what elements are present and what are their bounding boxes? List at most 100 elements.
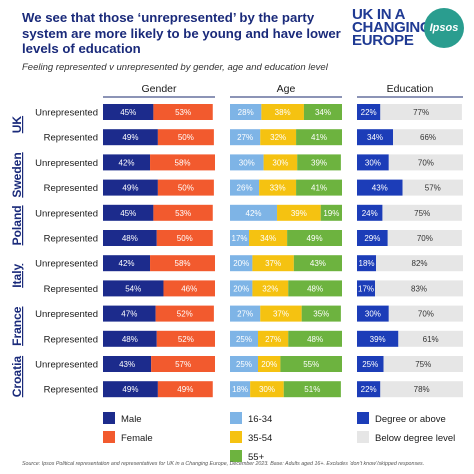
gender-bar-segment <box>103 280 164 297</box>
gender-value-label: 53% <box>175 209 191 218</box>
age-bar-segment <box>280 356 342 372</box>
age-bar-segment <box>258 330 289 347</box>
education-value-label: 39% <box>370 335 386 344</box>
education-value-label: 43% <box>372 184 388 193</box>
age-value-label: 43% <box>310 259 326 268</box>
gender-value-label: 58% <box>175 158 191 167</box>
legend-degree-label: Degree or above <box>375 414 446 425</box>
country-label: Poland <box>10 205 24 245</box>
age-value-label: 41% <box>311 184 327 193</box>
age-bar-segment <box>230 356 258 372</box>
row-label: Unrepresented <box>35 309 98 320</box>
age-bar-segment <box>230 255 253 272</box>
education-value-label: 30% <box>365 310 381 319</box>
age-value-label: 42% <box>246 209 262 218</box>
education-bar-segment <box>376 255 463 272</box>
age-bar-segment <box>230 129 261 146</box>
gender-value-label: 57% <box>175 360 191 369</box>
education-bar-segment <box>375 280 463 297</box>
age-bar-segment <box>320 204 342 221</box>
row-label: Unrepresented <box>35 208 98 219</box>
gender-bar-segment <box>156 230 213 246</box>
age-value-label: 32% <box>270 133 286 142</box>
chart-subtitle: Feeling represented v unrepresented by g… <box>22 62 328 73</box>
legend-female-swatch <box>103 431 115 443</box>
age-value-label: 32% <box>262 284 278 293</box>
age-value-label: 19% <box>323 209 339 218</box>
education-value-label: 75% <box>415 360 431 369</box>
education-value-label: 29% <box>364 234 380 243</box>
gender-value-label: 49% <box>122 385 138 394</box>
gender-value-label: 47% <box>121 310 137 319</box>
education-bar-segment <box>380 381 463 398</box>
education-value-label: 82% <box>412 259 428 268</box>
gender-value-label: 46% <box>181 284 197 293</box>
education-bar-segment <box>357 280 376 297</box>
age-value-label: 33% <box>270 184 286 193</box>
gender-value-label: 42% <box>119 259 135 268</box>
education-value-label: 83% <box>411 284 427 293</box>
gender-bar-segment <box>151 356 215 372</box>
education-bar-segment <box>357 104 381 120</box>
age-value-label: 34% <box>260 234 276 243</box>
age-bar-segment <box>296 179 342 196</box>
gender-value-label: 50% <box>178 133 194 142</box>
education-value-label: 57% <box>425 184 441 193</box>
gender-bar-segment <box>103 305 156 322</box>
gender-value-label: 52% <box>177 310 193 319</box>
education-value-label: 24% <box>362 209 378 218</box>
gender-value-label: 50% <box>177 234 193 243</box>
country-label: UK <box>10 116 24 134</box>
legend-female-label: Female <box>121 433 153 444</box>
age-bar-segment <box>287 230 342 246</box>
education-bar-segment <box>357 129 394 146</box>
gender-bar-segment <box>157 381 213 398</box>
age-bar-segment <box>261 104 304 120</box>
row-label: Unrepresented <box>35 259 98 270</box>
country-label: Croatia <box>10 356 24 398</box>
gender-value-label: 49% <box>122 133 138 142</box>
row-label: Represented <box>44 334 98 345</box>
age-bar-segment <box>297 154 341 171</box>
education-value-label: 61% <box>423 335 439 344</box>
education-value-label: 77% <box>413 108 429 117</box>
age-bar-segment <box>230 280 253 297</box>
row-label: Represented <box>44 284 98 295</box>
age-value-label: 35% <box>313 310 329 319</box>
row-label: Unrepresented <box>35 108 98 119</box>
gender-bar-segment <box>103 104 154 120</box>
legend-age-35-54-label: 35-54 <box>248 433 272 444</box>
gender-value-label: 49% <box>122 184 138 193</box>
age-bar-segment <box>288 330 342 347</box>
education-bar-segment <box>388 305 463 322</box>
gender-value-label: 48% <box>122 335 138 344</box>
education-bar-segment <box>383 356 463 372</box>
education-value-label: 25% <box>362 360 378 369</box>
age-bar-segment <box>277 204 321 221</box>
education-value-label: 34% <box>367 133 383 142</box>
gender-value-label: 58% <box>175 259 191 268</box>
country-label: Italy <box>10 263 24 287</box>
education-bar-segment <box>357 204 383 221</box>
education-bar-segment <box>393 129 463 146</box>
age-value-label: 28% <box>238 108 254 117</box>
panel-header-age: Age <box>277 83 296 95</box>
age-value-label: 30% <box>239 158 255 167</box>
gender-value-label: 52% <box>178 335 194 344</box>
legend-age-35-54-swatch <box>230 431 242 443</box>
age-value-label: 20% <box>233 284 249 293</box>
age-bar-segment <box>252 255 294 272</box>
age-value-label: 30% <box>259 385 275 394</box>
education-bar-segment <box>357 381 381 398</box>
education-bar-segment <box>357 305 389 322</box>
education-bar-segment <box>398 330 463 347</box>
gender-bar-segment <box>153 104 213 120</box>
country-label: Sweden <box>10 152 24 197</box>
age-bar-segment <box>259 179 297 196</box>
age-value-label: 20% <box>233 259 249 268</box>
age-bar-segment <box>293 255 342 272</box>
gender-bar-segment <box>155 305 214 322</box>
country-label: France <box>10 306 24 346</box>
age-value-label: 18% <box>232 385 248 394</box>
